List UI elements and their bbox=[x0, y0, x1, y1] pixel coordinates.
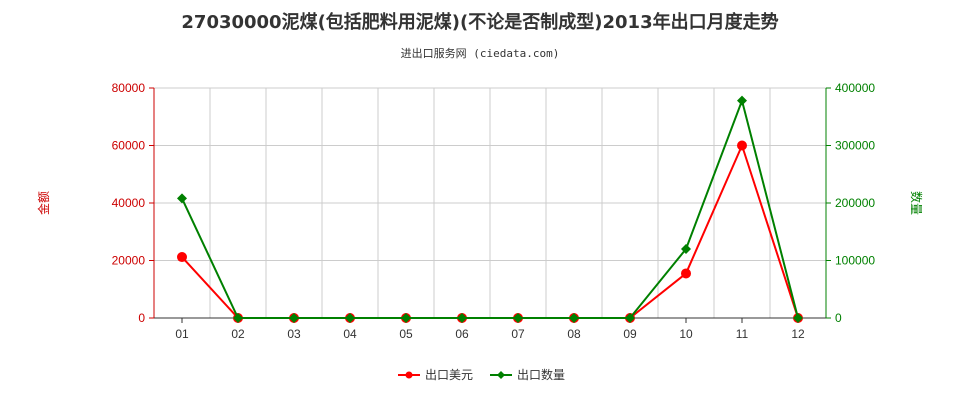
legend-item-2[interactable]: 出口数量 bbox=[490, 367, 565, 382]
data-point-quantity bbox=[681, 244, 691, 254]
data-point-usd bbox=[177, 252, 187, 263]
grid bbox=[153, 87, 827, 319]
chart-subtitle: 进出口服务网 (ciedata.com) bbox=[401, 46, 560, 60]
y-tick-left-label: 40000 bbox=[112, 196, 146, 210]
x-tick-label: 01 bbox=[175, 327, 189, 341]
x-tick-label: 11 bbox=[736, 327, 749, 341]
y-tick-left-label: 60000 bbox=[112, 139, 146, 153]
x-tick-label: 07 bbox=[511, 327, 525, 341]
data-point-quantity bbox=[401, 313, 411, 323]
data-point-quantity bbox=[177, 193, 187, 204]
data-point-quantity bbox=[345, 313, 355, 323]
y-tick-right-label: 300000 bbox=[835, 139, 875, 153]
data-point-quantity bbox=[289, 313, 299, 323]
x-tick-label: 04 bbox=[343, 327, 357, 341]
data-point-quantity bbox=[793, 313, 803, 323]
x-tick-label: 06 bbox=[455, 327, 469, 341]
y-tick-right-label: 200000 bbox=[835, 196, 875, 210]
x-tick-label: 05 bbox=[399, 327, 413, 341]
legend-label: 出口数量 bbox=[517, 367, 565, 382]
y-tick-right-label: 100000 bbox=[835, 254, 875, 268]
data-point-quantity bbox=[513, 313, 523, 323]
ticks: 0 0 20000 100000 40000 200000 60000 300000 80000… bbox=[112, 81, 876, 341]
y-tick-right-label: 400000 bbox=[835, 81, 875, 95]
y-axis-left-title: 金额 bbox=[36, 191, 51, 215]
x-tick-label: 10 bbox=[679, 327, 693, 341]
y-tick-left-label: 20000 bbox=[112, 254, 146, 268]
x-tick-label: 08 bbox=[567, 327, 581, 341]
y-tick-left-label: 0 bbox=[138, 311, 145, 325]
legend-item-1[interactable]: 出口美元 bbox=[398, 368, 473, 382]
y-tick-right-label: 0 bbox=[835, 311, 842, 325]
data-point-quantity bbox=[569, 313, 579, 323]
y-axis-right-title: 数量 bbox=[909, 191, 924, 215]
data-point-quantity bbox=[625, 313, 635, 323]
legend[interactable]: 出口美元 出口数量 bbox=[398, 367, 565, 382]
legend-swatch-marker bbox=[405, 371, 413, 379]
data-point-quantity bbox=[737, 95, 747, 106]
x-tick-label: 12 bbox=[791, 327, 805, 341]
data-point-quantity bbox=[457, 313, 467, 323]
y-tick-left-label: 80000 bbox=[112, 81, 146, 95]
legend-swatch-marker bbox=[497, 371, 505, 379]
data-point-usd bbox=[681, 268, 691, 279]
data-point-quantity bbox=[233, 313, 243, 323]
series-layer bbox=[177, 95, 803, 323]
chart-title: 27030000泥煤(包括肥料用泥煤)(不论是否制成型)2013年出口月度走势 bbox=[181, 11, 778, 33]
x-tick-label: 09 bbox=[623, 327, 637, 341]
x-tick-label: 03 bbox=[287, 327, 301, 341]
legend-label: 出口美元 bbox=[425, 368, 473, 382]
data-point-usd bbox=[737, 140, 747, 151]
series-line-2 bbox=[181, 97, 799, 319]
x-tick-label: 02 bbox=[231, 327, 245, 341]
